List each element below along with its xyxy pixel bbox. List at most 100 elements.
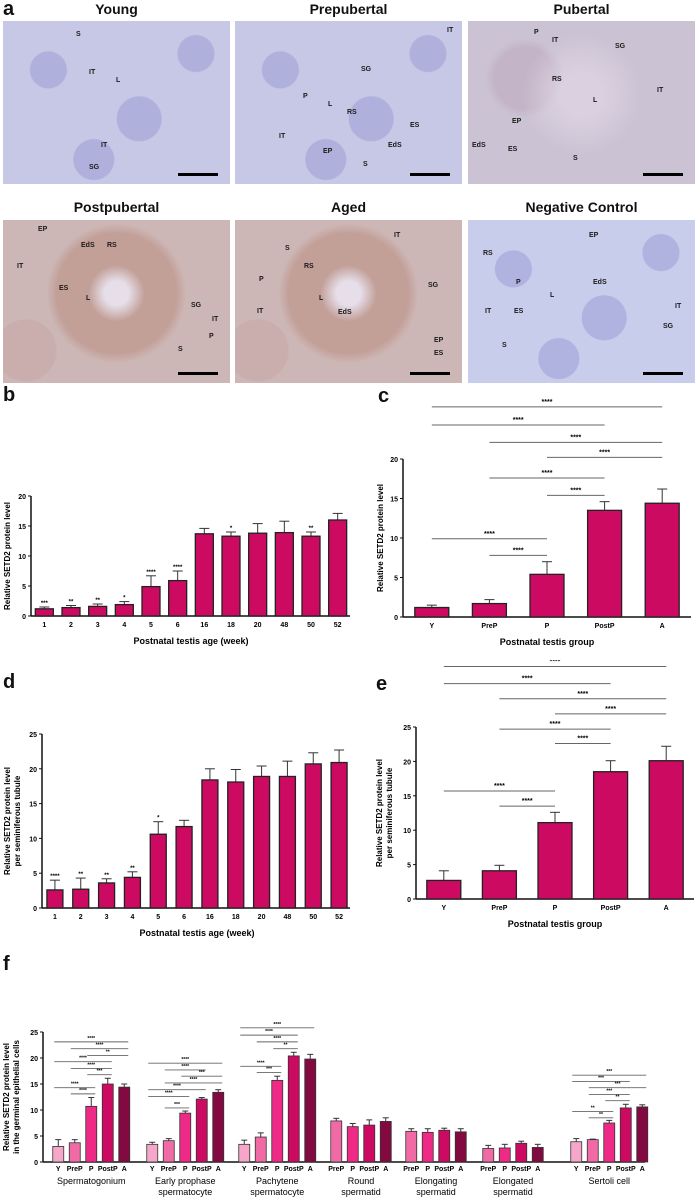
significance-marker: ** [591, 1106, 595, 1112]
micrograph-aged: IT S RS P SG L IT EdS EP ES [235, 220, 462, 383]
significance-marker: **** [79, 1088, 87, 1094]
bar [254, 1136, 267, 1163]
x-axis-label: Postnatal testis group [500, 637, 595, 647]
bar [438, 1129, 451, 1163]
bar [454, 1131, 467, 1163]
x-tick-label: 4 [122, 622, 126, 629]
micrograph-label: IT [394, 232, 401, 239]
bar [421, 1131, 434, 1163]
y-tick-label: 5 [33, 871, 37, 878]
svg-text:Relative SETD2 protein level: Relative SETD2 protein level [3, 502, 12, 610]
bar [304, 1058, 317, 1163]
significance-marker: **** [146, 570, 156, 576]
bar [328, 519, 348, 617]
bar [46, 889, 64, 909]
y-tick-label: 0 [407, 897, 411, 904]
bar [481, 870, 518, 900]
x-tick-label: PostP [98, 1166, 118, 1173]
micrograph-label: IT [485, 308, 492, 315]
micrograph-young: S IT L IT SG [3, 21, 230, 184]
x-tick-label: P [553, 905, 558, 912]
x-tick-label: P [275, 1166, 280, 1173]
group-label: spermatid [416, 1187, 456, 1197]
bar [212, 1091, 225, 1163]
micrograph-label: S [178, 346, 183, 353]
x-tick-label: PostP [595, 623, 615, 630]
significance-marker: * [123, 596, 126, 602]
svg-text:per seminiferous tubule: per seminiferous tubule [385, 767, 394, 858]
significance-marker: **** [570, 487, 581, 494]
significance-marker: *** [97, 1069, 103, 1075]
x-tick-label: 52 [335, 914, 343, 921]
significance-marker: **** [494, 783, 505, 790]
bar [482, 1148, 495, 1163]
x-tick-label: PreP [161, 1166, 177, 1173]
micrograph-title: Pubertal [553, 1, 610, 17]
scale-bar [643, 372, 683, 375]
x-tick-label: Y [56, 1166, 61, 1173]
bar [570, 1141, 583, 1163]
micrograph-label: L [86, 295, 91, 302]
x-tick-label: A [383, 1166, 388, 1173]
x-tick-label: 6 [182, 914, 186, 921]
x-tick-label: Y [242, 1166, 247, 1173]
y-axis-label: Relative SETD2 protein level in the germi… [2, 1040, 21, 1154]
micrograph-label: IT [447, 27, 454, 34]
significance-marker: **** [173, 565, 183, 571]
x-tick-label: P [350, 1166, 355, 1173]
micrograph-label: SG [663, 323, 674, 330]
significance-marker: ** [309, 526, 314, 532]
bar-group: Y PreP P PostP A**************************Ea… [146, 1057, 225, 1197]
y-tick-label: 0 [34, 1160, 38, 1167]
significance-marker: *** [615, 1082, 621, 1088]
significance-marker: **** [542, 470, 553, 477]
x-tick-label: PreP [481, 623, 497, 630]
x-tick-label: P [425, 1166, 430, 1173]
bar [238, 1143, 251, 1163]
y-tick-label: 5 [22, 584, 26, 591]
group-label: Early prophase [155, 1176, 216, 1186]
micrograph-negative-control: EP RS P EdS L IT ES IT SG S [468, 220, 695, 383]
bar [175, 825, 193, 909]
y-axis-label: Relative SETD2 protein level [3, 502, 12, 610]
x-tick-label: Y [574, 1166, 579, 1173]
x-tick-label: 3 [105, 914, 109, 921]
micrograph-label: L [593, 97, 598, 104]
micrograph-label: IT [675, 303, 682, 310]
y-tick-label: 20 [403, 759, 411, 766]
bar [179, 1112, 192, 1163]
bar [201, 779, 219, 909]
bar [195, 1098, 208, 1163]
bar [537, 821, 573, 900]
x-tick-label: 3 [96, 622, 100, 629]
x-tick-label: 16 [200, 622, 208, 629]
micrograph-label: ES [508, 146, 518, 153]
significance-marker: **** [50, 874, 60, 880]
bar [529, 573, 565, 618]
micrograph-label: IT [279, 133, 286, 140]
bar [114, 603, 134, 617]
bar [498, 1147, 511, 1163]
x-tick-label: 50 [307, 622, 315, 629]
x-tick-label: 48 [284, 914, 292, 921]
micrograph-label: S [502, 342, 507, 349]
micrograph-title: Young [95, 1, 138, 17]
chart-c-setd2-by-group: 0 5 10 15 20 Y PreP P PostP A **** **** **** **** ****… [376, 399, 691, 647]
bar [619, 1107, 632, 1163]
micrograph-label: EP [512, 118, 522, 125]
bar-group: Y PreP P PostP A******************Sertoli ce… [570, 1069, 649, 1186]
x-axis-label: Postnatal testis age (week) [133, 636, 248, 646]
micrograph-postpubertal: EP EdS RS IT ES L SG IT P S [3, 220, 230, 383]
significance-marker: **** [71, 1082, 79, 1088]
bar [379, 1121, 392, 1163]
bar [648, 760, 684, 900]
x-tick-label: A [308, 1166, 313, 1173]
micrograph-label: RS [107, 242, 117, 249]
significance-marker: **** [570, 434, 581, 441]
x-tick-label: 2 [79, 914, 83, 921]
micrograph-label: EdS [472, 142, 486, 149]
significance-marker: **** [599, 449, 610, 456]
